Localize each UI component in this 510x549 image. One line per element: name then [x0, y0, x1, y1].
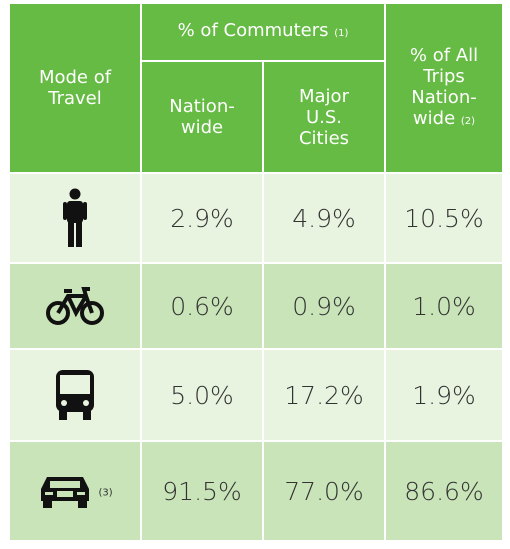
icon-bike [8, 262, 142, 350]
header-text: Nation- [411, 86, 477, 108]
header-text: wide (2) [386, 108, 502, 132]
footnote: (3) [98, 487, 113, 499]
cell: 86.6% [384, 440, 504, 542]
header-text: % of All [409, 44, 479, 66]
icon-car: (3) [8, 440, 142, 542]
header-commuters: % of Commuters (1) [140, 2, 386, 62]
icon-walk [8, 172, 142, 264]
header-text: Mode of [38, 67, 112, 88]
header-cities: Major U.S. Cities [262, 60, 386, 174]
cell: 4.9% [262, 172, 386, 264]
cell: 91.5% [140, 440, 264, 542]
header-text: % of Commuters [177, 20, 329, 41]
footnote: (2) [460, 115, 476, 127]
travel-table: Mode of Travel % of Commuters (1) % of A… [8, 2, 504, 542]
header-text: wide [412, 107, 456, 129]
cell: 5.0% [140, 348, 264, 442]
header-text: U.S. [305, 106, 343, 128]
bus-icon [56, 370, 94, 420]
header-text: Trips [423, 65, 465, 87]
header-all-trips: % of All Trips Nation- wide (2) [384, 2, 504, 174]
walk-icon [63, 188, 87, 247]
footnote: (1) [334, 28, 349, 39]
header-text: Travel [48, 88, 102, 109]
bike-icon [46, 287, 104, 325]
icon-bus [8, 348, 142, 442]
cell: 10.5% [384, 172, 504, 264]
cell: 0.6% [140, 262, 264, 350]
car-icon [41, 477, 90, 508]
cell: 1.0% [384, 262, 504, 350]
cell: 77.0% [262, 440, 386, 542]
header-text: wide [180, 117, 224, 138]
cell: 1.9% [384, 348, 504, 442]
header-text: Nation- [169, 96, 235, 117]
header-text: Cities [298, 127, 350, 149]
cell: 2.9% [140, 172, 264, 264]
header-mode: Mode of Travel [8, 2, 142, 174]
cell: 0.9% [262, 262, 386, 350]
header-nationwide: Nation- wide [140, 60, 264, 174]
header-text: Major [299, 85, 349, 107]
cell: 17.2% [262, 348, 386, 442]
